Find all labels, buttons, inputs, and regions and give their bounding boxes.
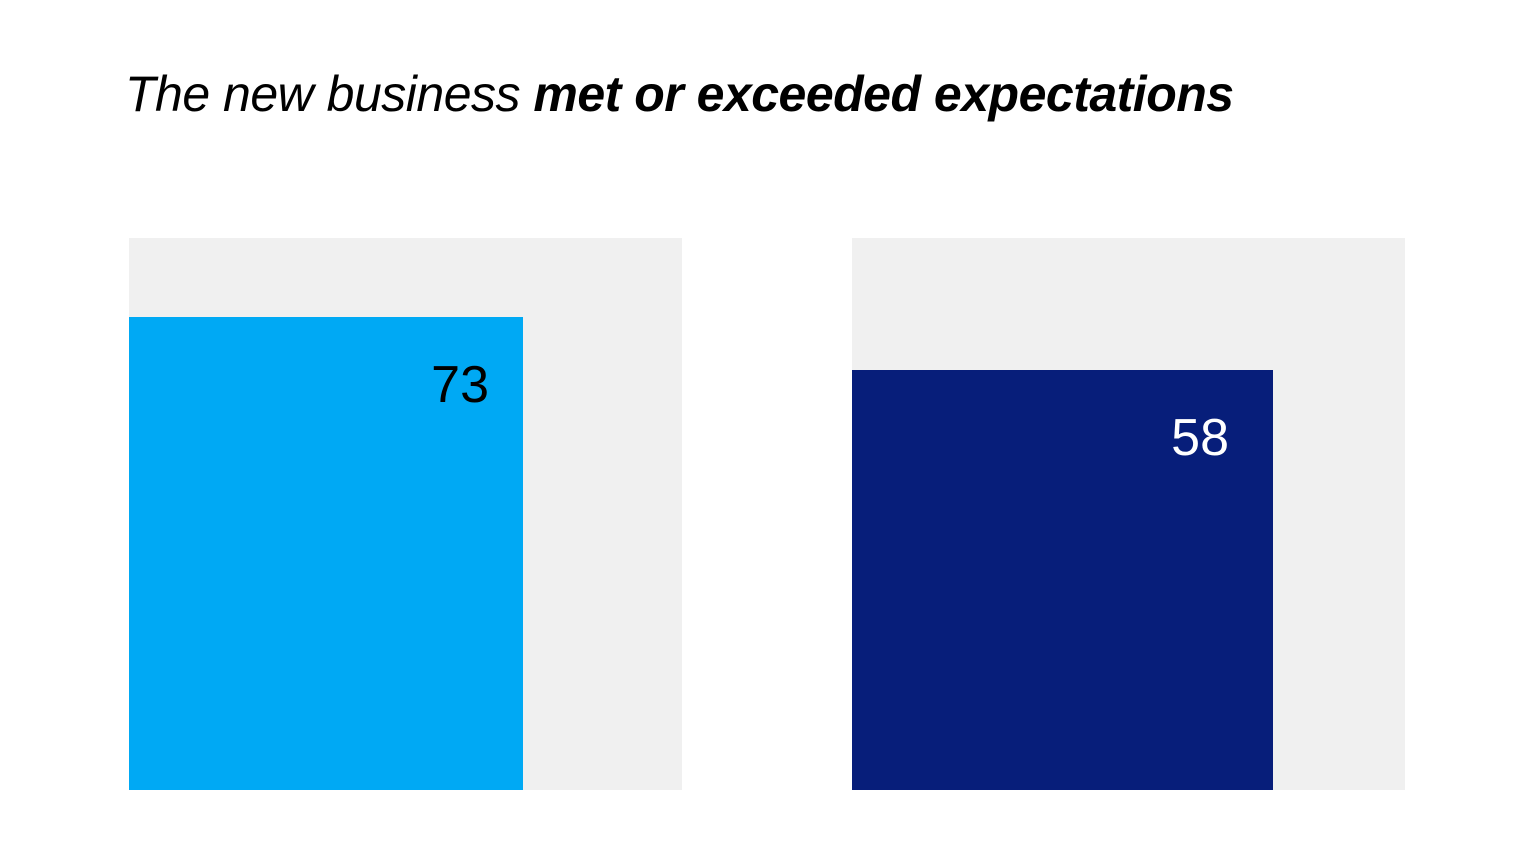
bar-value-label-2: 58 (1171, 409, 1229, 467)
bar-value-label-1: 73 (431, 356, 489, 414)
bar-1: 73 (129, 317, 523, 790)
bar-track-2: 58 (852, 238, 1405, 790)
bar-track-1: 73 (129, 238, 682, 790)
bar-2: 58 (852, 370, 1273, 790)
chart-title-prefix: The new business (125, 66, 534, 122)
chart-title: The new business met or exceeded expecta… (125, 62, 1234, 126)
chart-title-emphasis: met or exceeded expectations (533, 66, 1234, 122)
